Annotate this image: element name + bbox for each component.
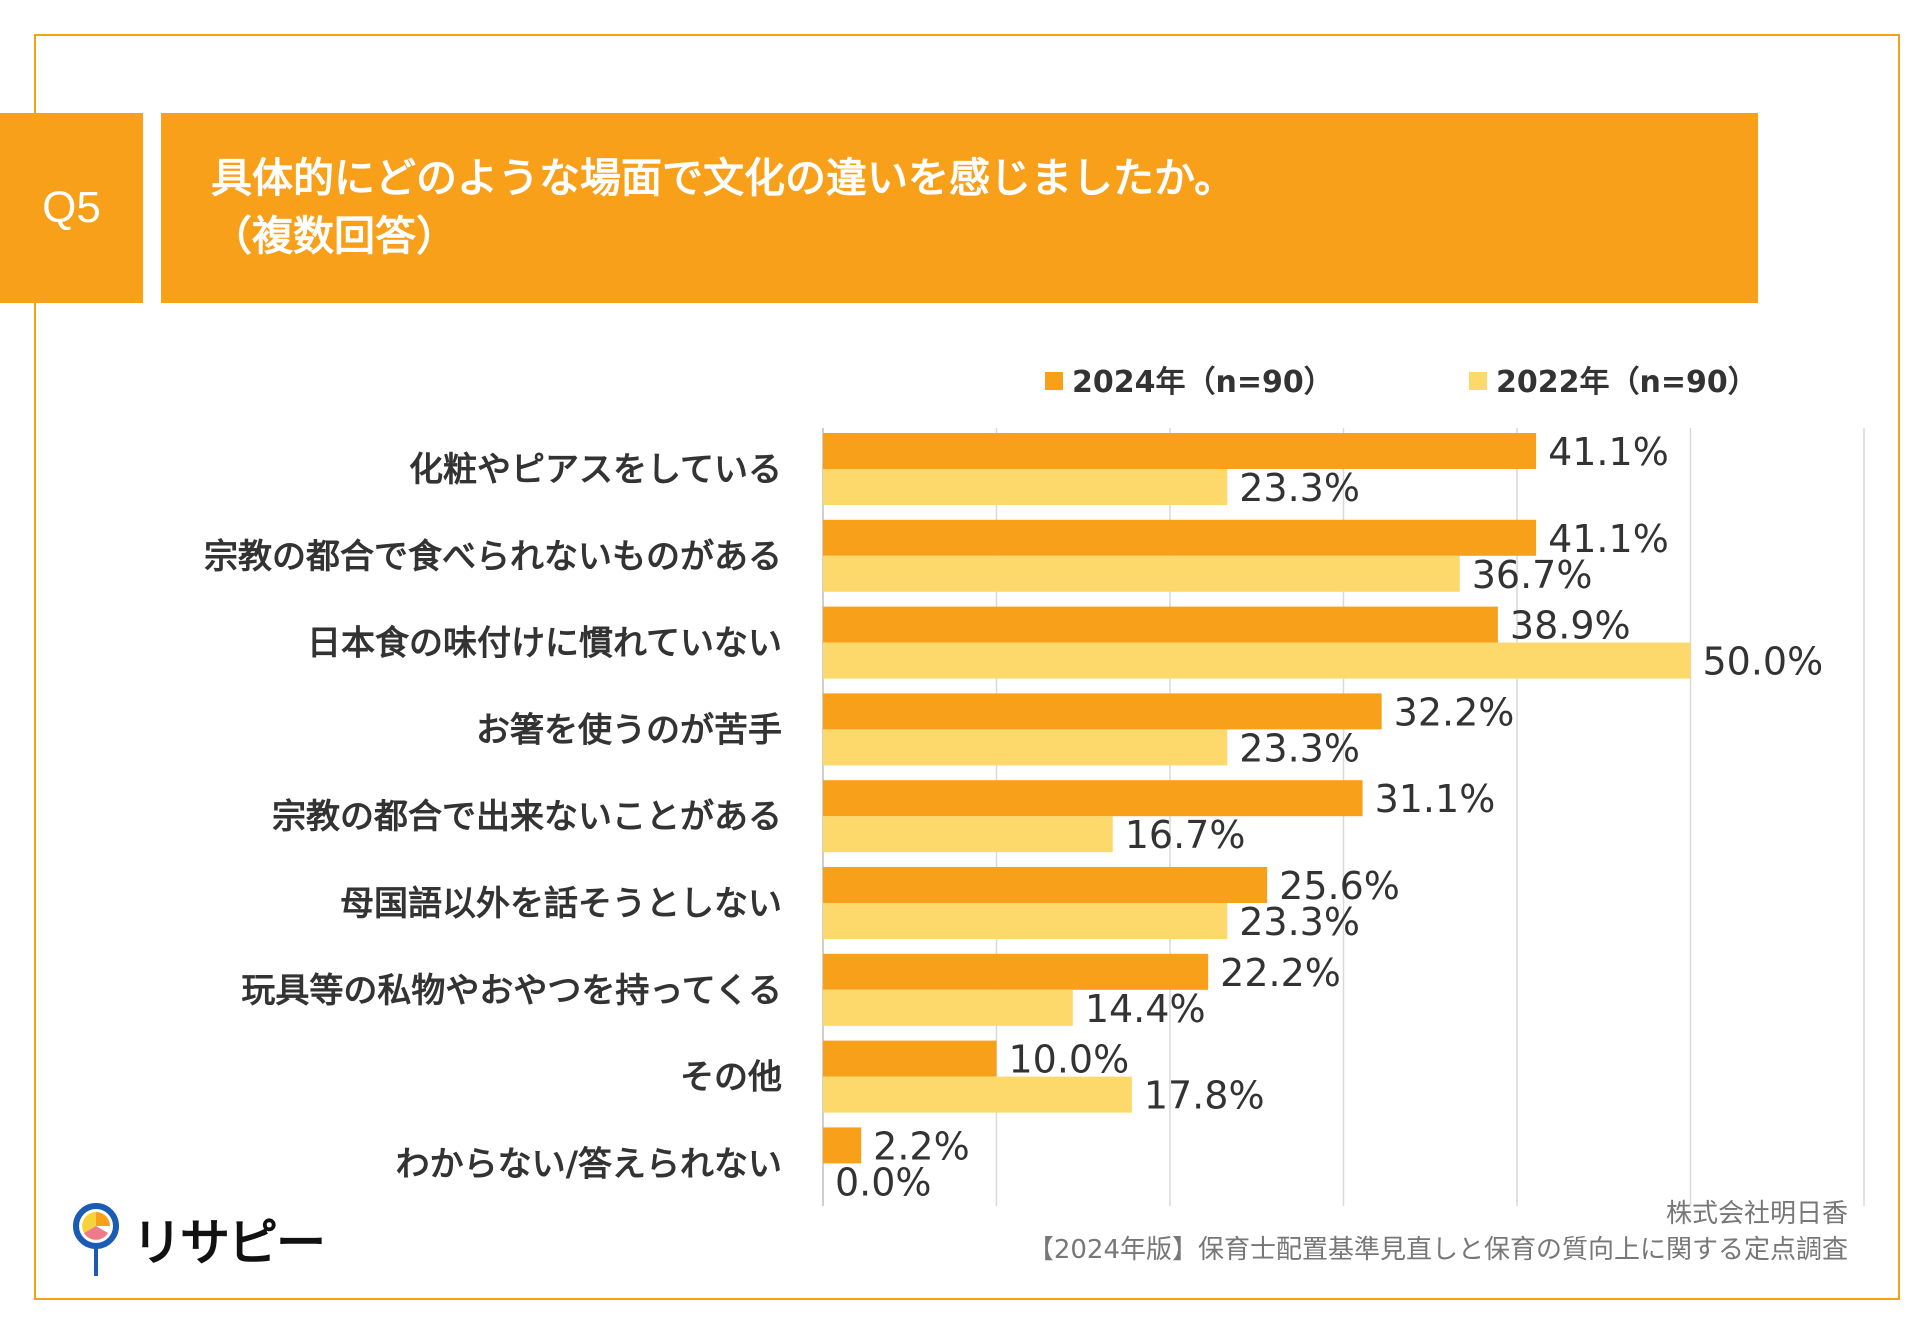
- data-label: 23.3%: [1239, 900, 1360, 944]
- bar-2022: [823, 555, 1460, 592]
- question-title: 具体的にどのような場面で文化の違いを感じましたか。: [211, 154, 1236, 202]
- data-label: 23.3%: [1239, 466, 1360, 510]
- bar-2024: [823, 693, 1382, 730]
- bar-2024: [823, 953, 1209, 990]
- bar-2022: [823, 989, 1073, 1026]
- bar-2022: [823, 729, 1228, 766]
- logo-pin-icon: [73, 1203, 119, 1276]
- category-label: 玩具等の私物やおやつを持ってくる: [241, 971, 782, 1011]
- footer: 株式会社明日香 【2024年版】保育士配置基準見直しと保育の質向上に関する定点調…: [1028, 1196, 1848, 1268]
- bar-2022: [823, 903, 1228, 939]
- category-label: 日本食の味付けに慣れていない: [307, 624, 782, 664]
- slide-frame: [34, 34, 1900, 1300]
- question-subtitle: （複数回答）: [211, 212, 457, 260]
- question-title-box: 具体的にどのような場面で文化の違いを感じましたか。 （複数回答）: [161, 113, 1758, 303]
- category-label: 母国語以外を話そうとしない: [340, 884, 782, 924]
- legend-swatch-2022: [1469, 372, 1487, 390]
- legend-label: 2024年（n=90）: [1072, 365, 1334, 400]
- data-label: 14.4%: [1085, 987, 1206, 1031]
- category-label: その他: [680, 1058, 782, 1098]
- bar-2024: [823, 780, 1363, 817]
- data-label: 17.8%: [1144, 1074, 1265, 1118]
- legend-label: 2022年（n=90）: [1496, 365, 1758, 400]
- question-number: Q5: [0, 113, 143, 303]
- bar-2024: [823, 606, 1498, 643]
- category-label: お箸を使うのが苦手: [476, 710, 782, 750]
- footer-company: 株式会社明日香: [1665, 1199, 1848, 1229]
- data-label: 10.0%: [1009, 1038, 1130, 1082]
- data-label: 38.9%: [1510, 604, 1631, 648]
- bar-2024: [823, 867, 1268, 903]
- logo: リサピー: [70, 1200, 326, 1278]
- bar-2024: [823, 433, 1537, 469]
- bar-2024: [823, 1040, 997, 1077]
- data-label: 41.1%: [1548, 517, 1669, 561]
- footer-survey: 【2024年版】保育士配置基準見直しと保育の質向上に関する定点調査: [1027, 1235, 1848, 1265]
- data-label: 22.2%: [1220, 951, 1341, 995]
- category-label: 宗教の都合で出来ないことがある: [272, 797, 782, 837]
- bar-2022: [823, 469, 1228, 505]
- data-label: 23.3%: [1239, 726, 1360, 770]
- data-label: 32.2%: [1394, 690, 1515, 734]
- bar-2022: [823, 1076, 1132, 1113]
- category-label: わからない/答えられない: [396, 1144, 782, 1184]
- data-label: 2.2%: [873, 1124, 970, 1168]
- category-label: 化粧やピアスをしている: [409, 450, 782, 490]
- bar-2022: [823, 642, 1691, 679]
- bar-2022: [823, 816, 1113, 853]
- data-label: 0.0%: [835, 1160, 932, 1204]
- data-label: 41.1%: [1548, 430, 1669, 474]
- data-label: 36.7%: [1472, 553, 1593, 597]
- legend-swatch-2024: [1045, 372, 1063, 390]
- data-label: 50.0%: [1703, 640, 1824, 684]
- bar-2024: [823, 1127, 862, 1164]
- bar-2024: [823, 519, 1537, 556]
- data-label: 31.1%: [1375, 777, 1496, 821]
- category-label: 宗教の都合で食べられないものがある: [204, 537, 782, 577]
- logo-text: リサピー: [132, 1214, 326, 1272]
- data-label: 16.7%: [1125, 813, 1246, 857]
- data-label: 25.6%: [1279, 864, 1400, 908]
